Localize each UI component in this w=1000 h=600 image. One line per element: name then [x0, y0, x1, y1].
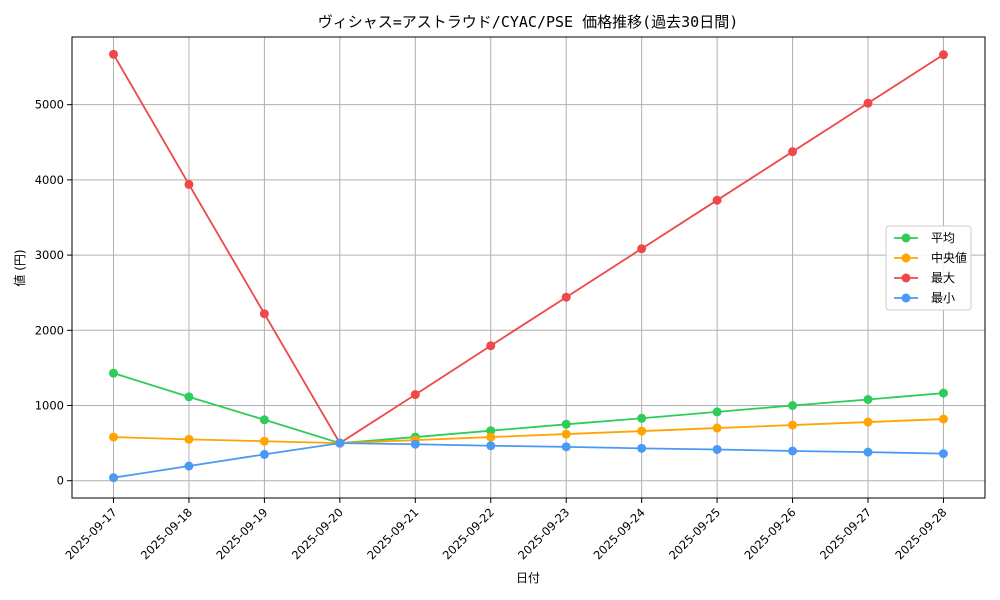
y-tick-label: 0	[57, 474, 64, 488]
x-tick-label: 2025-09-28	[892, 505, 949, 562]
x-axis-label: 日付	[516, 571, 540, 585]
data-point	[561, 292, 571, 302]
y-tick-label: 3000	[35, 248, 64, 262]
grid	[72, 37, 985, 498]
data-point	[938, 449, 948, 459]
data-point	[259, 436, 269, 446]
data-point	[788, 420, 798, 430]
x-tick-label: 2025-09-18	[138, 505, 195, 562]
data-point	[184, 434, 194, 444]
data-point	[712, 444, 722, 454]
data-point	[863, 98, 873, 108]
data-point	[938, 388, 948, 398]
data-point	[712, 423, 722, 433]
data-point	[410, 390, 420, 400]
data-point	[410, 439, 420, 449]
data-point	[335, 438, 345, 448]
data-point	[561, 442, 571, 452]
data-point	[561, 419, 571, 429]
series-line	[113, 372, 944, 445]
legend-label: 平均	[931, 231, 955, 245]
x-tick-label: 2025-09-23	[515, 505, 572, 562]
chart-title: ヴィシャス=アストラウド/CYAC/PSE 価格推移(過去30日間)	[318, 13, 738, 31]
data-point	[486, 432, 496, 442]
series-2	[109, 49, 948, 448]
data-point	[863, 417, 873, 427]
x-tick-label: 2025-09-19	[213, 505, 270, 562]
series-group	[109, 49, 948, 483]
series-line	[112, 53, 944, 445]
plot-frame	[71, 36, 986, 499]
x-tick-label: 2025-09-26	[742, 505, 799, 562]
y-axis-label: 値 (円)	[12, 249, 27, 286]
data-point	[486, 341, 496, 351]
data-point	[109, 473, 118, 483]
data-point	[637, 413, 647, 423]
data-point	[788, 147, 798, 157]
data-point	[863, 447, 873, 457]
y-tick-label: 2000	[35, 323, 64, 337]
data-point	[109, 49, 118, 59]
data-point	[788, 400, 798, 410]
series-line	[113, 442, 944, 479]
y-tick-label: 1000	[35, 398, 64, 412]
x-tick-label: 2025-09-21	[364, 505, 421, 562]
legend-label: 中央値	[931, 250, 967, 265]
legend-swatch-marker	[901, 273, 911, 283]
data-point	[486, 426, 496, 436]
data-point	[109, 432, 118, 442]
data-point	[637, 426, 647, 436]
x-tick-label: 2025-09-24	[591, 505, 648, 562]
x-tick-label: 2025-09-20	[289, 505, 346, 562]
legend-swatch-marker	[901, 233, 911, 243]
data-point	[637, 443, 647, 453]
data-point	[712, 407, 722, 417]
y-tick-label: 4000	[35, 173, 64, 187]
data-point	[863, 394, 873, 404]
x-tick-label: 2025-09-25	[666, 505, 723, 562]
data-point	[486, 441, 496, 451]
data-point	[259, 309, 269, 319]
data-point	[184, 461, 194, 471]
data-point	[184, 392, 194, 402]
data-point	[637, 244, 647, 254]
series-line	[113, 418, 944, 445]
x-tick-label: 2025-09-22	[440, 505, 497, 562]
y-tick-label: 5000	[35, 98, 64, 112]
legend-label: 最小	[931, 291, 955, 305]
series-1	[109, 414, 948, 448]
x-tick-label: 2025-09-17	[62, 505, 119, 562]
data-point	[938, 50, 948, 60]
series-3	[109, 438, 948, 483]
x-tick-label: 2025-09-27	[817, 505, 874, 562]
data-point	[184, 179, 194, 189]
legend-swatch-marker	[901, 293, 911, 303]
data-point	[561, 429, 571, 439]
data-point	[259, 449, 269, 459]
legend-box	[885, 225, 972, 311]
data-point	[109, 368, 118, 378]
data-point	[788, 446, 798, 456]
data-point	[712, 195, 722, 205]
legend-label: 最大	[931, 271, 955, 285]
legend-swatch-marker	[901, 253, 911, 263]
data-point	[259, 415, 269, 425]
data-point	[938, 414, 948, 424]
